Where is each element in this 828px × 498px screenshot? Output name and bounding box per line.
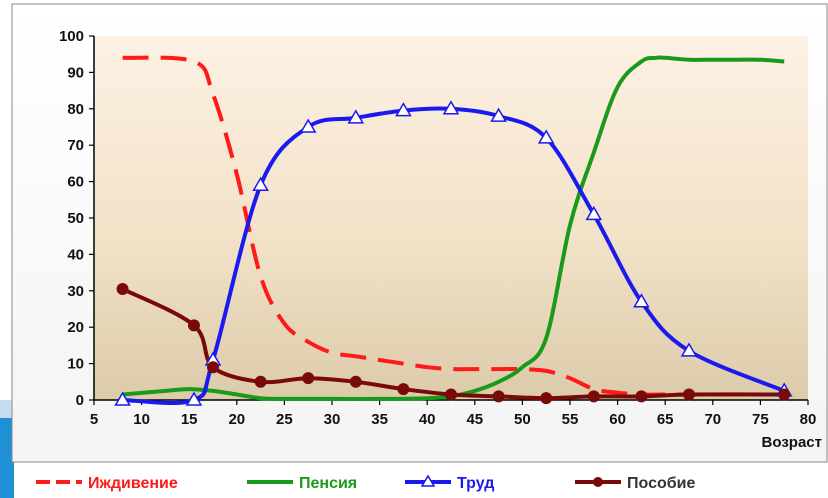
- legend-swatch-marker: [593, 477, 603, 487]
- data-point-circle: [492, 390, 505, 403]
- legend: Иждивение Пенсия Труд Пособие: [36, 474, 695, 492]
- x-tick-label: 10: [133, 411, 150, 428]
- data-point-circle: [207, 361, 219, 374]
- data-point-triangle: [537, 129, 555, 144]
- data-point-triangle: [442, 100, 460, 115]
- x-tick-label: 5: [90, 411, 98, 428]
- y-tick-label: 100: [59, 28, 84, 45]
- x-tick-label: 60: [609, 411, 626, 428]
- data-point-triangle: [633, 293, 650, 308]
- data-point-circle: [116, 282, 129, 295]
- data-point-triangle: [185, 391, 203, 406]
- data-point-circle: [302, 372, 315, 385]
- legend-label: Пенсия: [299, 475, 357, 492]
- data-point-triangle: [395, 102, 412, 117]
- data-point-triangle: [347, 109, 365, 124]
- x-tick-label: 25: [276, 411, 293, 428]
- legend-label: Труд: [457, 475, 494, 492]
- legend-label: Пособие: [627, 475, 695, 492]
- y-tick-label: 20: [67, 319, 84, 336]
- data-point-circle: [349, 375, 362, 388]
- data-point-triangle: [490, 107, 507, 122]
- y-tick-label: 60: [67, 174, 84, 191]
- x-tick-label: 80: [800, 411, 817, 428]
- x-tick-label: 45: [466, 411, 483, 428]
- x-tick-label: 55: [562, 411, 579, 428]
- legend-label: Иждивение: [88, 475, 178, 492]
- data-point-circle: [635, 390, 648, 403]
- x-tick-label: 70: [704, 411, 721, 428]
- data-point-triangle: [680, 342, 698, 357]
- x-tick-label: 50: [514, 411, 531, 428]
- x-tick-label: 40: [419, 411, 436, 428]
- data-point-circle: [187, 319, 200, 332]
- x-tick-label: 15: [181, 411, 198, 428]
- y-tick-label: 80: [67, 101, 84, 118]
- y-tick-label: 0: [76, 392, 84, 409]
- data-point-triangle: [114, 391, 131, 406]
- y-tick-label: 30: [67, 283, 84, 300]
- data-point-circle: [683, 388, 695, 401]
- y-tick-label: 90: [67, 64, 84, 81]
- data-point-triangle: [299, 118, 317, 133]
- legend-swatch-marker: [420, 474, 436, 487]
- x-tick-label: 35: [371, 411, 388, 428]
- x-tick-label: 75: [752, 411, 769, 428]
- data-point-circle: [540, 392, 553, 405]
- x-axis-label: Возраст: [762, 434, 822, 451]
- data-point-triangle: [585, 205, 603, 221]
- x-tick-label: 30: [324, 411, 341, 428]
- data-point-circle: [587, 390, 600, 403]
- data-point-circle: [778, 388, 791, 401]
- data-point-circle: [254, 375, 267, 388]
- decorative-side-bar: [0, 418, 14, 498]
- plot-background: [94, 36, 808, 400]
- y-tick-label: 70: [67, 137, 84, 154]
- x-tick-label: 65: [657, 411, 674, 428]
- data-point-triangle: [252, 176, 269, 191]
- y-tick-label: 50: [67, 210, 84, 227]
- data-point-circle: [397, 383, 410, 396]
- series-line-2: [122, 55, 785, 401]
- data-point-circle: [445, 388, 457, 401]
- y-tick-label: 10: [67, 356, 84, 373]
- x-tick-label: 20: [228, 411, 245, 428]
- y-tick-label: 40: [67, 246, 84, 263]
